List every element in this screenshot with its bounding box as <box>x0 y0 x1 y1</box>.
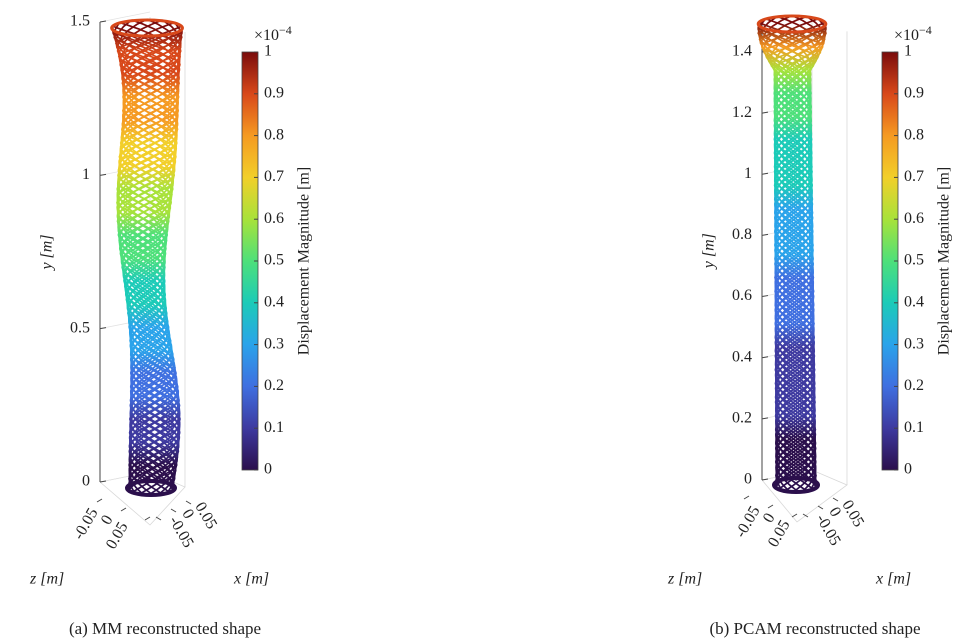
scale-base: ×10 <box>894 27 919 44</box>
colorbar-tick-label: 0.4 <box>904 293 924 310</box>
colorbar-tick-label: 0.3 <box>264 335 284 352</box>
y-tick <box>761 478 769 481</box>
colorbar-tick-label: 0 <box>904 461 912 478</box>
caption: (a) MM reconstructed shape <box>69 619 261 638</box>
lattice-tube <box>111 18 183 495</box>
colorbar-tick-label: 0.5 <box>264 252 284 269</box>
y-tick <box>761 172 769 175</box>
y-tick-label: 0 <box>744 471 752 488</box>
strut <box>765 28 819 489</box>
x-axis-label: x [m] <box>233 571 269 588</box>
colorbar-tick-label: 1 <box>264 43 272 60</box>
scale-base: ×10 <box>254 27 279 44</box>
y-tick <box>761 295 769 298</box>
colorbar-tick-label: 0.2 <box>904 377 924 394</box>
strut <box>758 25 817 487</box>
y-tick <box>761 111 769 114</box>
scale-exponent: −4 <box>919 23 932 37</box>
strut <box>773 30 822 491</box>
strut <box>116 32 181 492</box>
colorbar-tick-label: 0.8 <box>904 126 924 143</box>
y-tick-label: 0 <box>82 473 90 490</box>
tube-top <box>756 14 828 34</box>
y-tick-label: 0.8 <box>732 226 752 243</box>
x-tick-label: 0.05 <box>838 497 867 530</box>
z-tick <box>144 516 151 521</box>
z-tick <box>791 513 798 518</box>
colorbar-tick-label: 0.6 <box>904 210 924 227</box>
y-tick-label: 0.4 <box>732 348 752 365</box>
y-tick-label: 1 <box>82 166 90 183</box>
z-tick <box>743 495 750 500</box>
colorbar-tick-label: 0.4 <box>264 293 284 310</box>
y-tick <box>99 327 107 330</box>
x-tick <box>817 505 824 510</box>
colorbar-tick-label: 1 <box>904 43 912 60</box>
x-tick <box>832 497 839 502</box>
y-tick <box>761 417 769 420</box>
grid-line <box>99 11 151 23</box>
colorbar-scale: ×10−4 <box>894 23 932 44</box>
y-tick-label: 0.2 <box>732 410 752 427</box>
z-axis-label: z [m] <box>667 571 702 588</box>
y-tick <box>99 20 107 23</box>
colorbar-label: Displacement Magnitude [m] <box>936 167 953 355</box>
colorbar-tick-label: 0.9 <box>904 84 924 101</box>
y-tick <box>99 173 107 176</box>
y-tick-label: 1 <box>744 165 752 182</box>
colorbar-tick-label: 0.2 <box>264 377 284 394</box>
x-tick <box>170 508 177 513</box>
z-tick <box>96 498 103 503</box>
y-tick <box>99 480 107 483</box>
z-tick <box>120 507 127 512</box>
x-tick <box>802 513 809 518</box>
x-tick-label: 0.05 <box>191 499 220 532</box>
colorbar-tick-label: 0.3 <box>904 335 924 352</box>
y-tick <box>761 356 769 359</box>
colorbar-tick-label: 0.1 <box>904 419 924 436</box>
y-axis-label: y [m] <box>701 233 718 270</box>
colorbar-label: Displacement Magnitude [m] <box>296 167 313 355</box>
y-axis-label: y [m] <box>39 234 56 271</box>
z-tick-label: -0.05 <box>732 503 763 540</box>
colorbar-tick-label: 0.5 <box>904 252 924 269</box>
z-tick-label: -0.05 <box>70 505 101 542</box>
x-tick-label: -0.05 <box>165 513 196 550</box>
x-tick <box>155 516 162 521</box>
colorbar-tick-label: 0.7 <box>264 168 284 185</box>
strut <box>769 21 826 485</box>
x-axis-label: x [m] <box>875 571 911 588</box>
z-tick <box>767 504 774 509</box>
x-tick-label: -0.05 <box>812 511 843 548</box>
strut <box>116 35 181 494</box>
colorbar-scale: ×10−4 <box>254 23 292 44</box>
colorbar-tick-label: 0.1 <box>264 419 284 436</box>
colorbar-tick-label: 0 <box>264 461 272 478</box>
y-tick-label: 1.4 <box>732 43 752 60</box>
strut <box>111 29 181 490</box>
y-tick-label: 0.5 <box>70 319 90 336</box>
colorbar-tick-label: 0.7 <box>904 168 924 185</box>
colorbar-tick-label: 0.8 <box>264 126 284 143</box>
caption: (b) PCAM reconstructed shape <box>709 619 920 638</box>
z-axis-label: z [m] <box>29 571 64 588</box>
tube-top <box>110 18 184 38</box>
lattice-tube <box>757 14 827 491</box>
y-tick-label: 0.6 <box>732 287 752 304</box>
tube-base <box>125 479 177 497</box>
tube-base <box>772 476 820 494</box>
colorbar-tick-label: 0.6 <box>264 210 284 227</box>
colorbar-tick-label: 0.9 <box>264 84 284 101</box>
scale-exponent: −4 <box>279 23 292 37</box>
strut <box>763 15 817 482</box>
y-tick <box>761 233 769 236</box>
x-tick <box>185 500 192 505</box>
y-tick-label: 1.5 <box>70 13 90 30</box>
y-tick-label: 1.2 <box>732 104 752 121</box>
